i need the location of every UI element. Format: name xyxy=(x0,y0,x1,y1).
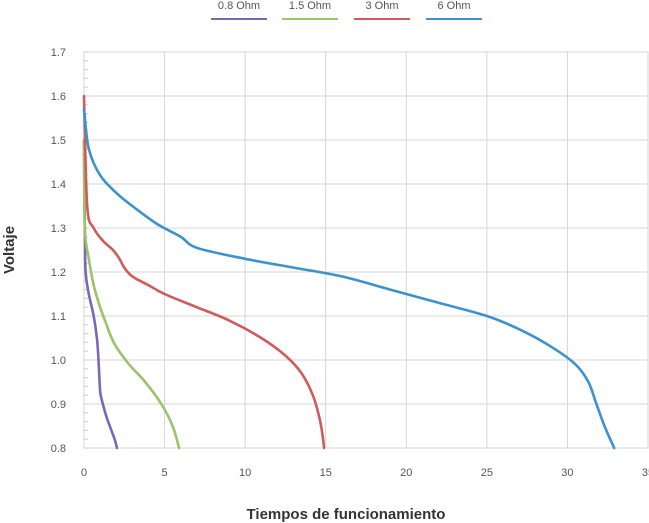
y-tick-label: 1.1 xyxy=(51,311,66,323)
y-tick-label: 0.8 xyxy=(51,443,66,455)
y-tick-label: 1.3 xyxy=(51,223,66,235)
x-tick-label: 35 xyxy=(642,467,649,479)
x-tick-label: 25 xyxy=(481,467,493,479)
series-lines xyxy=(82,94,616,450)
y-tick-labels: 0.8 0.9 1.0 1.1 1.2 1.3 1.4 1.5 1.6 1.7 xyxy=(51,47,66,455)
y-tick-label: 0.9 xyxy=(51,399,66,411)
series-line-1 xyxy=(82,138,181,450)
x-tick-label: 20 xyxy=(400,467,412,479)
series-line-2 xyxy=(82,94,326,450)
legend-label: 0.8 Ohm xyxy=(218,0,260,12)
y-axis-title: Voltaje xyxy=(1,226,18,274)
y-tick-label: 1.6 xyxy=(51,91,66,103)
legend-label: 1.5 Ohm xyxy=(289,0,331,12)
series-line-3 xyxy=(82,107,616,450)
x-tick-label: 10 xyxy=(239,467,251,479)
y-tick-label: 1.0 xyxy=(51,355,66,367)
plot-frame xyxy=(83,51,649,449)
x-axis-title: Tiempos de funcionamiento xyxy=(247,506,446,523)
x-tick-label: 0 xyxy=(81,467,87,479)
legend-label: 6 Ohm xyxy=(437,0,470,12)
x-tick-label: 5 xyxy=(162,467,168,479)
series-line-0 xyxy=(82,138,119,450)
x-tick-labels: 0 5 10 15 20 25 30 35 xyxy=(81,467,649,479)
legend: 0.8 Ohm 1.5 Ohm 3 Ohm 6 Ohm xyxy=(211,0,482,20)
y-tick-label: 1.5 xyxy=(51,135,66,147)
y-tick-label: 1.2 xyxy=(51,267,66,279)
y-tick-label: 1.7 xyxy=(51,47,66,59)
grid xyxy=(83,51,649,449)
x-tick-label: 15 xyxy=(320,467,332,479)
y-tick-label: 1.4 xyxy=(51,179,66,191)
x-tick-label: 30 xyxy=(561,467,573,479)
legend-label: 3 Ohm xyxy=(365,0,398,12)
